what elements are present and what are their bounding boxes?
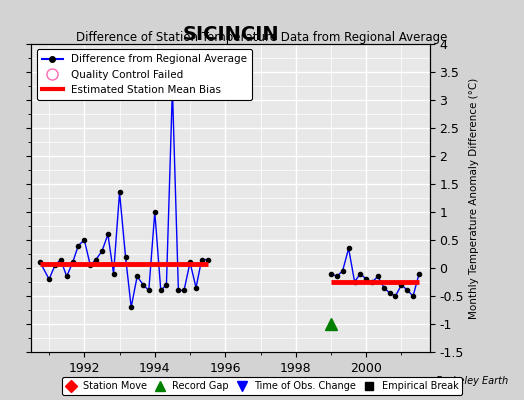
Y-axis label: Monthly Temperature Anomaly Difference (°C): Monthly Temperature Anomaly Difference (… [470, 77, 479, 319]
Legend: Station Move, Record Gap, Time of Obs. Change, Empirical Break: Station Move, Record Gap, Time of Obs. C… [62, 377, 462, 395]
Title: SICINCIN: SICINCIN [182, 25, 279, 44]
Text: Berkeley Earth: Berkeley Earth [436, 376, 508, 386]
Legend: Difference from Regional Average, Quality Control Failed, Estimated Station Mean: Difference from Regional Average, Qualit… [37, 49, 252, 100]
Text: Difference of Station Temperature Data from Regional Average: Difference of Station Temperature Data f… [77, 32, 447, 44]
